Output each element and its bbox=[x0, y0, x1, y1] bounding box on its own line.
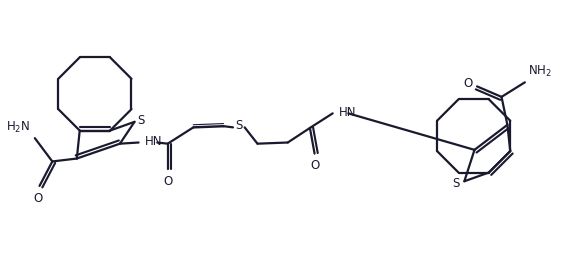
Text: S: S bbox=[235, 119, 243, 132]
Text: S: S bbox=[138, 114, 145, 127]
Text: O: O bbox=[163, 175, 172, 188]
Text: H$_2$N: H$_2$N bbox=[6, 120, 30, 135]
Text: O: O bbox=[34, 192, 43, 205]
Text: S: S bbox=[452, 177, 460, 189]
Text: HN: HN bbox=[145, 135, 162, 148]
Text: HN: HN bbox=[339, 106, 356, 119]
Text: O: O bbox=[463, 77, 472, 90]
Text: O: O bbox=[310, 159, 319, 172]
Text: NH$_2$: NH$_2$ bbox=[528, 64, 552, 79]
